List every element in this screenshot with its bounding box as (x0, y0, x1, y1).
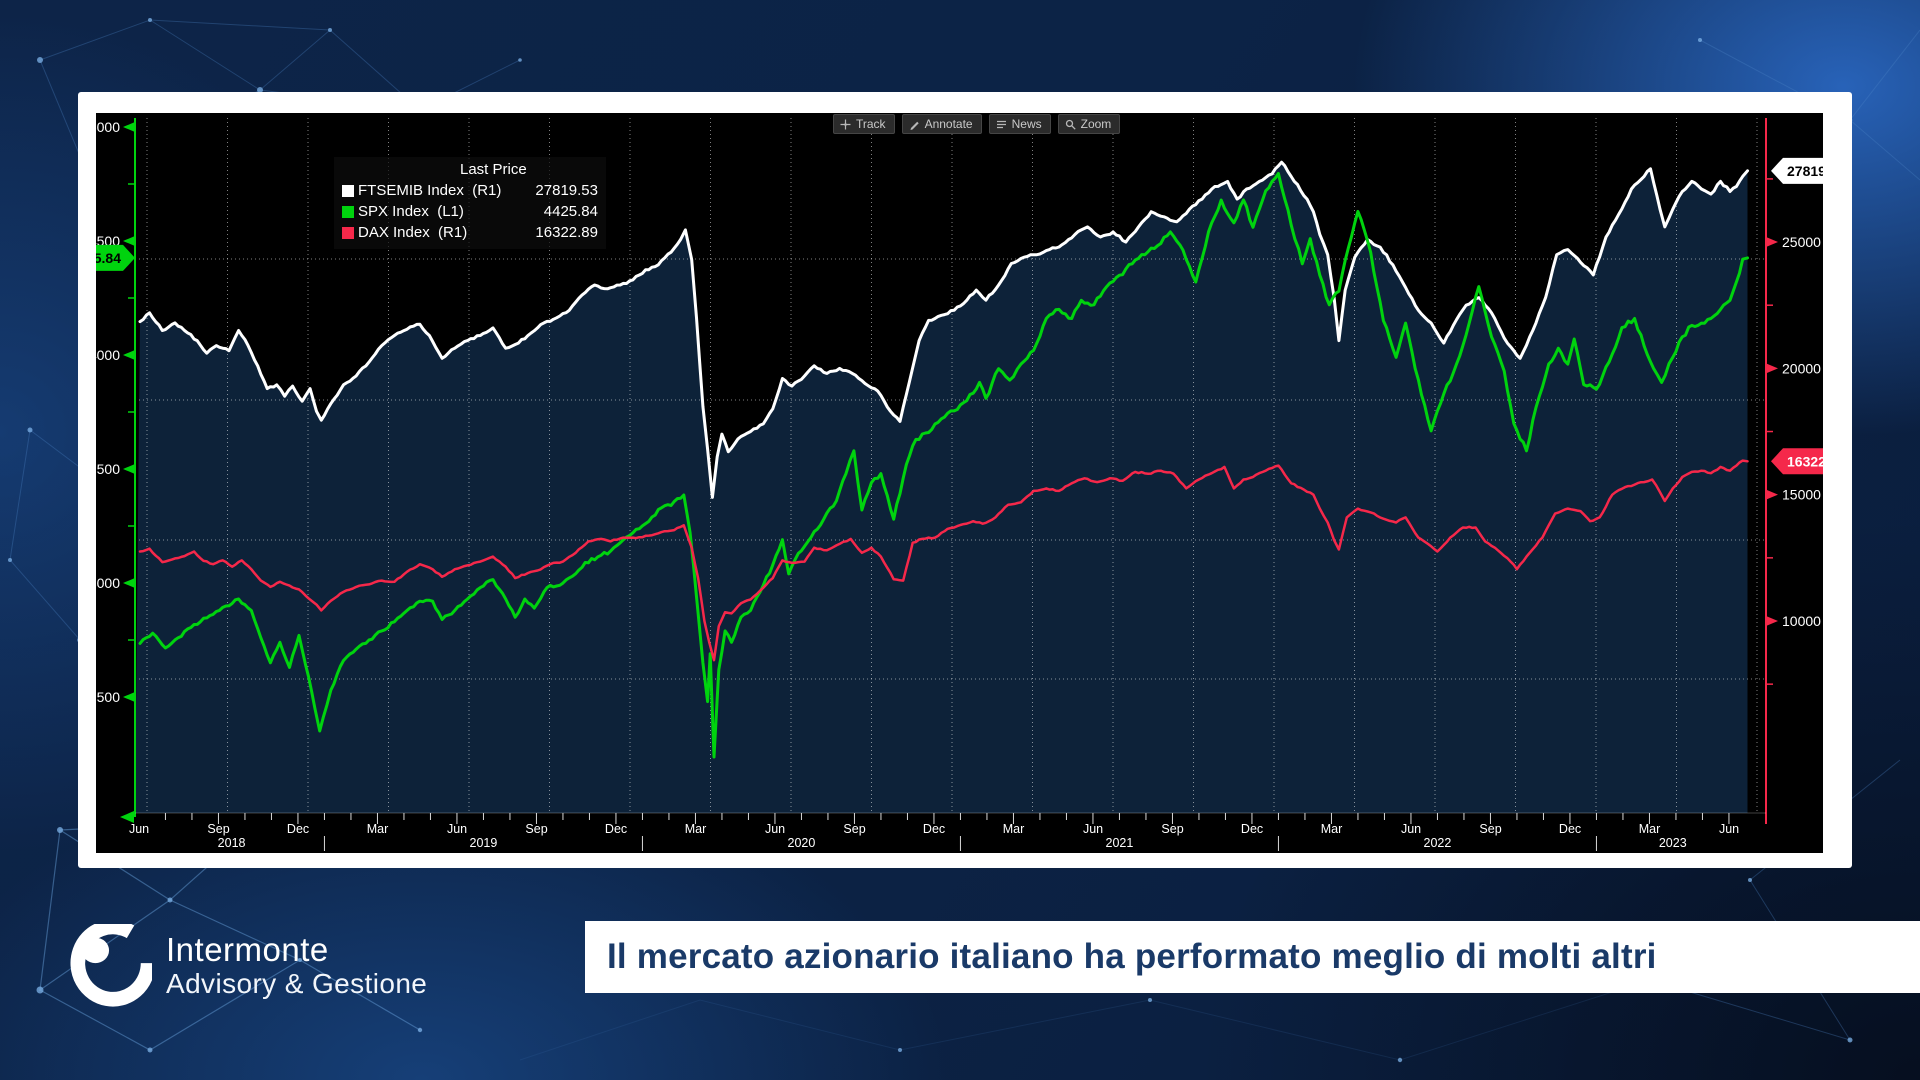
svg-text:20000: 20000 (1782, 360, 1821, 376)
svg-text:Sep: Sep (1479, 822, 1501, 836)
legend-title: Last Price (460, 161, 527, 178)
legend-value: 27819.53 (535, 182, 598, 199)
svg-text:2021: 2021 (1106, 836, 1134, 850)
news-icon (996, 119, 1007, 130)
svg-text:Jun: Jun (1401, 822, 1421, 836)
news-button[interactable]: News (988, 114, 1051, 134)
slide-title: Il mercato azionario italiano ha perform… (607, 937, 1657, 976)
legend-value: 16322.89 (535, 224, 598, 241)
svg-text:Mar: Mar (1321, 822, 1343, 836)
svg-text:2020: 2020 (788, 836, 816, 850)
svg-text:Dec: Dec (1241, 822, 1263, 836)
chart-toolbar: Track Annotate News Zoom (833, 114, 1121, 134)
svg-text:Jun: Jun (765, 822, 785, 836)
track-button[interactable]: Track (833, 114, 895, 134)
svg-text:Dec: Dec (287, 822, 309, 836)
svg-text:3500: 3500 (96, 461, 120, 477)
svg-text:Jun: Jun (447, 822, 467, 836)
legend-label: FTSEMIB Index (R1) (358, 182, 502, 199)
svg-text:Jun: Jun (1083, 822, 1103, 836)
svg-text:5000: 5000 (96, 119, 120, 135)
svg-text:2022: 2022 (1424, 836, 1452, 850)
dax-swatch-icon (342, 226, 354, 239)
svg-text:4425.84: 4425.84 (96, 250, 121, 266)
zoom-icon (1065, 119, 1076, 130)
spx-swatch-icon (342, 205, 354, 218)
annotate-button[interactable]: Annotate (901, 114, 982, 134)
annotate-icon (909, 119, 920, 130)
svg-text:15000: 15000 (1782, 487, 1821, 503)
toolbar-button-label: Zoom (1080, 117, 1112, 131)
zoom-button[interactable]: Zoom (1057, 114, 1121, 134)
svg-text:Dec: Dec (605, 822, 627, 836)
price-chart: 5000450040003500300025002500020000150001… (96, 118, 1823, 851)
track-icon (840, 119, 851, 130)
intermonte-logo: Intermonte Advisory & Gestione (70, 924, 427, 1008)
ftsemib-last-price-badge: 27819.53 (1771, 157, 1823, 184)
series-lines (138, 160, 1749, 759)
svg-text:Sep: Sep (843, 822, 865, 836)
left-axis-labels: 500045004000350030002500 (96, 119, 135, 705)
svg-text:4000: 4000 (96, 347, 120, 363)
ftsemib-swatch-icon (342, 184, 354, 197)
svg-text:27819.53: 27819.53 (1787, 163, 1823, 179)
svg-text:Jun: Jun (129, 822, 149, 836)
svg-text:3000: 3000 (96, 575, 120, 591)
svg-text:2019: 2019 (470, 836, 498, 850)
legend-value: 4425.84 (543, 203, 598, 220)
dax-last-price-badge: 16322.89 (1771, 448, 1823, 475)
intermonte-logo-mark-icon (70, 924, 152, 1007)
svg-text:Mar: Mar (367, 822, 389, 836)
chart-legend: Last Price FTSEMIB Index (R1) 27819.53 S… (334, 157, 606, 249)
slide-title-banner: Il mercato azionario italiano ha perform… (585, 921, 1920, 993)
svg-text:Dec: Dec (923, 822, 945, 836)
logo-subtitle: Advisory & Gestione (166, 968, 428, 999)
svg-text:2023: 2023 (1659, 836, 1687, 850)
right-axis-labels: 25000 20000 15000 10000 (1766, 178, 1821, 685)
toolbar-button-label: Track (856, 117, 886, 131)
logo-name: Intermonte (166, 931, 329, 968)
svg-text:Sep: Sep (525, 822, 547, 836)
svg-text:Jun: Jun (1719, 822, 1739, 836)
svg-text:25000: 25000 (1782, 234, 1821, 250)
dax-series-line (138, 459, 1749, 662)
svg-text:Sep: Sep (207, 822, 229, 836)
legend-item-ftsemib[interactable]: FTSEMIB Index (R1) 27819.53 (342, 180, 598, 201)
spx-last-price-badge: 4425.84 (96, 244, 135, 271)
legend-label: SPX Index (L1) (358, 203, 464, 220)
svg-text:2500: 2500 (96, 689, 120, 705)
bloomberg-chart-panel: 5000450040003500300025002500020000150001… (96, 113, 1823, 853)
x-axis: Jun Sep Dec Mar Jun Sep Dec Mar Jun Sep Dec Mar Jun S… (129, 813, 1739, 851)
svg-text:Mar: Mar (1639, 822, 1661, 836)
toolbar-button-label: Annotate (924, 117, 973, 131)
svg-text:16322.89: 16322.89 (1787, 453, 1823, 469)
svg-text:Mar: Mar (685, 822, 707, 836)
svg-text:Mar: Mar (1003, 822, 1025, 836)
svg-text:2018: 2018 (218, 836, 246, 850)
svg-text:Dec: Dec (1559, 822, 1581, 836)
chart-card: 5000450040003500300025002500020000150001… (78, 92, 1852, 868)
legend-item-dax[interactable]: DAX Index (R1) 16322.89 (342, 222, 598, 243)
svg-text:Sep: Sep (1161, 822, 1183, 836)
ftsemib-area-fill (135, 162, 1748, 813)
legend-label: DAX Index (R1) (358, 224, 468, 241)
spx-series-line (138, 172, 1749, 759)
svg-text:10000: 10000 (1782, 613, 1821, 629)
toolbar-button-label: News (1011, 117, 1042, 131)
legend-item-spx[interactable]: SPX Index (L1) 4425.84 (342, 201, 598, 222)
